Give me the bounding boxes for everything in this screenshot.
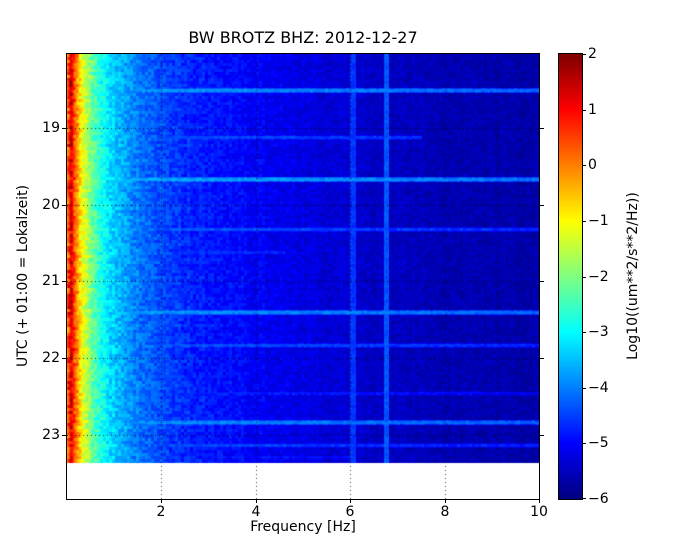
colorbar-tick	[582, 443, 586, 444]
x-tick	[539, 499, 540, 503]
colorbar-tick	[582, 110, 586, 111]
colorbar-tick-label: −6	[588, 491, 609, 507]
y-tick-label: 21	[42, 273, 60, 289]
plot-title: BW BROTZ BHZ: 2012-12-27	[188, 28, 418, 47]
y-tick-label: 23	[42, 427, 60, 443]
colorbar-tick-label: −1	[588, 213, 609, 229]
y-tick	[62, 281, 67, 282]
y-tick-right	[539, 128, 544, 129]
spectrogram-canvas	[67, 54, 539, 499]
y-tick	[62, 358, 67, 359]
y-tick-label: 20	[42, 197, 60, 213]
y-tick-right	[539, 281, 544, 282]
x-tick-label: 4	[251, 504, 261, 520]
y-tick-right	[539, 205, 544, 206]
colorbar	[558, 53, 583, 500]
x-tick-label: 10	[530, 504, 548, 520]
colorbar-tick-label: −5	[588, 435, 609, 451]
colorbar-label: Log10((um**2/s**2/Hz))	[625, 192, 641, 360]
colorbar-tick	[582, 165, 586, 166]
colorbar-tick	[582, 221, 586, 222]
colorbar-tick	[582, 277, 586, 278]
x-tick	[350, 499, 351, 503]
colorbar-tick	[582, 498, 586, 499]
y-tick	[62, 128, 67, 129]
colorbar-tick-label: −3	[588, 324, 609, 340]
x-tick	[445, 499, 446, 503]
y-tick-right	[539, 435, 544, 436]
y-tick-right	[539, 358, 544, 359]
colorbar-tick	[582, 388, 586, 389]
colorbar-tick-label: −2	[588, 269, 609, 285]
y-tick	[62, 205, 67, 206]
y-tick-label: 19	[42, 120, 60, 136]
y-tick	[62, 435, 67, 436]
colorbar-canvas	[559, 54, 582, 499]
colorbar-tick-label: 2	[588, 46, 597, 62]
x-tick	[161, 499, 162, 503]
x-tick-label: 8	[440, 504, 450, 520]
colorbar-tick-label: 0	[588, 157, 597, 173]
x-tick	[256, 499, 257, 503]
plot-area	[66, 53, 540, 500]
colorbar-tick-label: −4	[588, 380, 609, 396]
x-tick-label: 6	[345, 504, 355, 520]
x-tick-label: 2	[156, 504, 166, 520]
colorbar-tick	[582, 54, 586, 55]
x-axis-label: Frequency [Hz]	[250, 519, 356, 535]
colorbar-tick	[582, 332, 586, 333]
y-tick-label: 22	[42, 350, 60, 366]
colorbar-tick-label: 1	[588, 102, 597, 118]
